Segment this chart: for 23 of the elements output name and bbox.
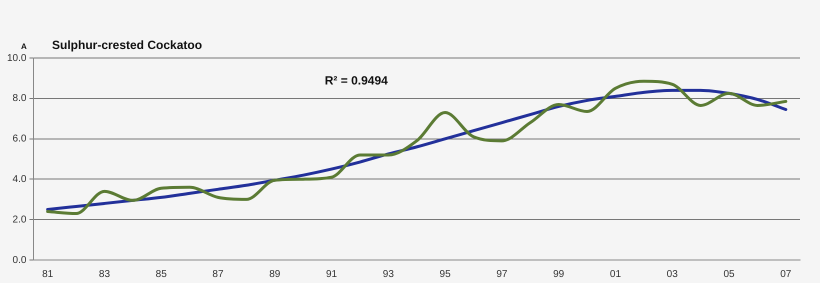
x-tick-label: 81 bbox=[42, 268, 54, 280]
x-tick-label: 99 bbox=[553, 268, 565, 280]
x-tick-label: 89 bbox=[269, 268, 281, 280]
x-tick-label: 85 bbox=[156, 268, 168, 280]
x-tick-label: 07 bbox=[780, 268, 792, 280]
y-tick-label: 4.0 bbox=[12, 174, 27, 185]
y-tick-label: 2.0 bbox=[12, 214, 27, 226]
x-tick-label: 87 bbox=[212, 268, 224, 280]
chart-title: Sulphur-crested Cockatoo bbox=[52, 38, 202, 52]
x-tick-label: 95 bbox=[440, 268, 452, 280]
annotation: R² = 0.9494 bbox=[324, 73, 388, 88]
x-tick-label: 91 bbox=[326, 268, 338, 280]
x-tick-label: 93 bbox=[382, 268, 394, 280]
x-tick-label: 05 bbox=[723, 268, 736, 280]
x-tick-label: 01 bbox=[610, 268, 622, 280]
y-tick-label: 0.0 bbox=[12, 254, 27, 266]
y-tick-label: 10.0 bbox=[6, 52, 27, 64]
y-tick-label: 6.0 bbox=[12, 134, 27, 145]
y-tick-label: 8.0 bbox=[12, 93, 27, 104]
x-tick-label: 97 bbox=[496, 268, 508, 280]
x-tick-label: 03 bbox=[666, 268, 678, 280]
x-tick-label: 83 bbox=[98, 268, 110, 280]
text: A bbox=[21, 42, 27, 51]
